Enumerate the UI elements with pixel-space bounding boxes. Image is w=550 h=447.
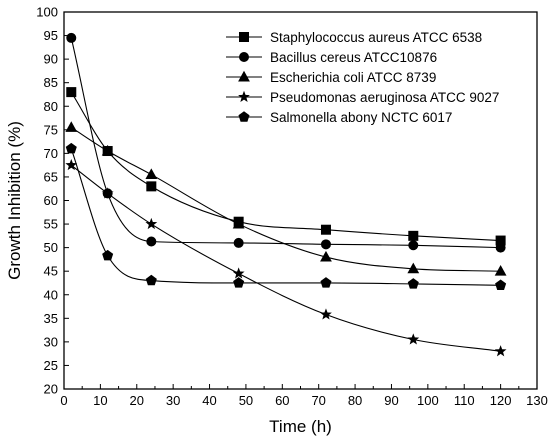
x-tick-label: 30: [166, 393, 180, 408]
square-marker: [239, 32, 249, 42]
x-tick-label: 90: [384, 393, 398, 408]
x-axis-ticks: 0 10 20 30 40 50 60 70 80 90 100 110 120 130: [60, 384, 548, 408]
square-marker: [320, 224, 331, 235]
square-marker: [408, 230, 419, 241]
x-tick-label: 100: [417, 393, 439, 408]
y-tick-label: 35: [44, 311, 58, 326]
plot-frame: [63, 11, 538, 390]
star-marker: [238, 90, 250, 103]
pentagon-marker: [407, 278, 419, 289]
legend-label: Bacillus cereus ATCC10876: [270, 50, 437, 65]
pentagon-marker: [495, 279, 507, 291]
triangle-marker: [494, 264, 507, 276]
circle-marker: [408, 240, 419, 251]
square-marker: [495, 235, 506, 246]
circle-marker: [66, 32, 77, 43]
star-marker: [232, 267, 245, 279]
y-tick-label: 50: [44, 240, 58, 255]
y-tick-label: 55: [44, 217, 58, 232]
x-tick-label: 70: [311, 393, 325, 408]
x-tick-label: 130: [526, 393, 548, 408]
y-tick-label: 80: [44, 99, 58, 114]
star-marker: [407, 333, 420, 345]
star-marker: [65, 158, 78, 171]
star-marker: [320, 308, 332, 320]
x-axis-title: Time (h): [269, 417, 332, 436]
x-tick-label: 50: [239, 393, 253, 408]
y-tick-label: 60: [44, 193, 58, 208]
y-axis-title: Growth Inhibition (%): [5, 121, 24, 280]
square-marker: [146, 181, 157, 192]
x-tick-label: 60: [275, 393, 289, 408]
x-tick-label: 10: [93, 393, 107, 408]
legend-label: Pseudomonas aeruginosa ATCC 9027: [270, 90, 499, 105]
y-tick-label: 25: [44, 358, 58, 373]
triangle-marker: [65, 121, 78, 132]
circle-marker: [233, 237, 244, 248]
y-tick-label: 45: [44, 264, 58, 279]
x-tick-label: 40: [202, 393, 216, 408]
triangle-marker: [101, 144, 114, 156]
circle-marker: [495, 242, 506, 253]
pentagon-marker: [238, 111, 250, 122]
x-tick-label: 0: [60, 393, 67, 408]
square-marker: [66, 87, 77, 98]
triangle-marker: [145, 168, 158, 180]
star-marker: [101, 187, 114, 199]
y-tick-label: 70: [44, 146, 58, 161]
star-marker: [494, 345, 507, 357]
circle-marker: [320, 239, 331, 250]
series-curve: [70, 126, 501, 272]
pentagon-marker: [320, 277, 332, 288]
legend-label: Salmonella abony NCTC 6017: [270, 110, 452, 125]
legend-label: Escherichia coli ATCC 8739: [270, 70, 436, 85]
circle-marker: [146, 236, 157, 247]
triangle-marker: [320, 250, 332, 262]
legend: Staphylococcus aureus ATCC 6538 Bacillus …: [226, 30, 499, 125]
y-tick-label: 85: [44, 75, 58, 90]
pentagon-marker: [145, 274, 157, 286]
y-axis-ticks: 20 25 30 35 40 45 50 55 60 65 70 75 80 85 90 95 100: [36, 5, 69, 397]
y-tick-label: 40: [44, 287, 58, 302]
x-tick-label: 20: [130, 393, 144, 408]
y-tick-label: 65: [44, 169, 58, 184]
y-tick-label: 95: [44, 28, 58, 43]
circle-marker: [239, 52, 249, 62]
y-tick-label: 100: [36, 5, 58, 20]
x-tick-label: 120: [490, 393, 512, 408]
triangle-marker: [238, 70, 250, 82]
pentagon-marker: [233, 277, 245, 288]
pentagon-marker: [102, 249, 114, 261]
data-markers: [65, 32, 507, 357]
y-tick-label: 30: [44, 334, 58, 349]
y-tick-label: 90: [44, 52, 58, 67]
x-tick-label: 80: [348, 393, 362, 408]
triangle-marker: [232, 217, 245, 229]
legend-label: Staphylococcus aureus ATCC 6538: [270, 30, 482, 45]
series-curve: [70, 148, 501, 286]
star-marker: [145, 217, 158, 230]
triangle-marker: [407, 262, 420, 274]
y-tick-label: 20: [44, 382, 58, 397]
x-tick-label: 110: [454, 393, 475, 408]
series-curve: [70, 164, 501, 352]
pentagon-marker: [65, 142, 77, 154]
y-tick-label: 75: [44, 122, 58, 137]
